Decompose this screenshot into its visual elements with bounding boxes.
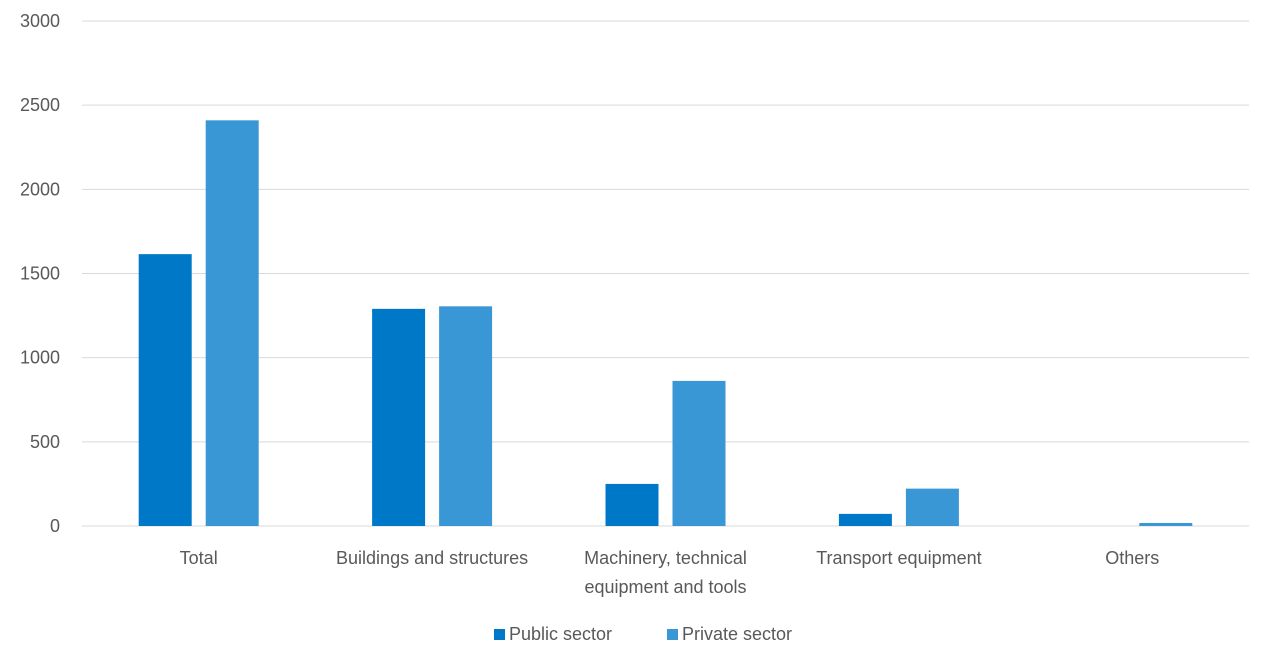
y-tick-label-0: 0: [50, 516, 60, 536]
y-tick-label-2500: 2500: [20, 95, 60, 115]
legend-swatch-private-sector: [667, 629, 678, 640]
y-tick-label-500: 500: [30, 432, 60, 452]
y-tick-label-1500: 1500: [20, 264, 60, 284]
x-category-label-1-0: Buildings and structures: [336, 548, 528, 568]
y-axis-tick-labels: 0 500 1000 1500 2000 2500 3000: [20, 11, 60, 536]
bar-public-0: [138, 254, 192, 526]
x-axis-category-labels: Total Buildings and structures Machinery, …: [180, 548, 1160, 597]
x-category-label-4-0: Others: [1105, 548, 1159, 568]
y-tick-label-3000: 3000: [20, 11, 60, 31]
bar-private-2: [672, 380, 726, 526]
legend: Public sector Private sector: [494, 624, 792, 644]
bar-public-3: [838, 513, 892, 526]
legend-label-private-sector: Private sector: [682, 624, 792, 644]
legend-label-public-sector: Public sector: [509, 624, 612, 644]
x-category-label-2-1: equipment and tools: [584, 577, 746, 597]
bars: [138, 120, 1193, 527]
x-category-label-3-0: Transport equipment: [816, 548, 981, 568]
bar-public-2: [605, 483, 659, 526]
legend-swatch-public-sector: [494, 629, 505, 640]
bar-public-1: [372, 308, 426, 526]
x-category-label-2-0: Machinery, technical: [584, 548, 747, 568]
bar-private-0: [205, 120, 259, 527]
bar-private-3: [905, 488, 959, 526]
x-category-label-0-0: Total: [180, 548, 218, 568]
gridlines: [82, 20, 1249, 527]
y-tick-label-2000: 2000: [20, 179, 60, 199]
bar-private-1: [439, 306, 493, 526]
y-tick-label-1000: 1000: [20, 348, 60, 368]
bar-private-4: [1139, 522, 1193, 526]
